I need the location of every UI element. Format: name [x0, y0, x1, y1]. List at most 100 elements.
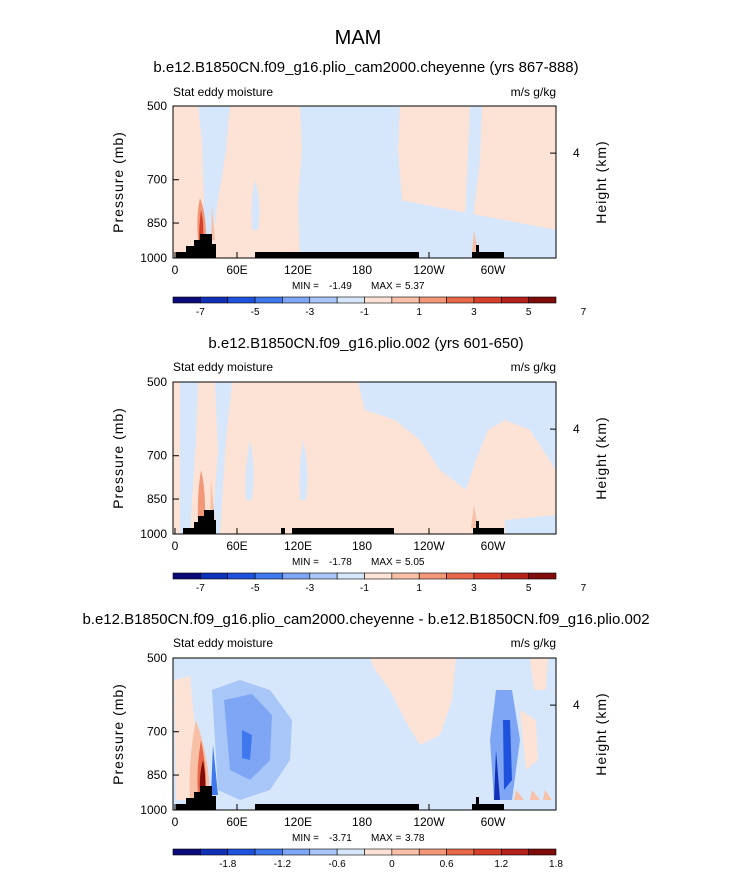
- panel-2-colorbar-swatch: [364, 572, 393, 580]
- panel-1-max-value: 5.37: [405, 281, 425, 292]
- panel-1-xtick-label: 120E: [284, 263, 312, 277]
- panel-3-colorbar-swatch: [200, 848, 229, 856]
- panel-1-colorbar-swatch: [336, 296, 365, 304]
- panel-1-colorbar-swatch: [446, 296, 475, 304]
- panel-1-y2label: Height (km): [593, 140, 609, 223]
- panel-1-colorbar-label: -5: [251, 307, 260, 318]
- panel-3-xtick-label: 120E: [284, 815, 312, 829]
- panel-2: b.e12.B1850CN.f09_g16.plio.002 (yrs 601-…: [172, 335, 557, 535]
- panel-3-xtick-label: 0: [172, 815, 179, 829]
- panel-2-right-label: m/s g/kg: [511, 360, 556, 374]
- panel-1-xtick-label: 0: [172, 263, 179, 277]
- panel-3-colorbar-swatch: [309, 848, 338, 856]
- panel-2-colorbar-swatch: [309, 572, 338, 580]
- panel-1-colorbar-label: 7: [581, 307, 587, 318]
- panel-1-colorbar-swatch: [282, 296, 311, 304]
- panel-3-colorbar-swatch: [364, 848, 393, 856]
- panel-1-colorbar-swatch: [309, 296, 338, 304]
- panel-2-left-label: Stat eddy moisture: [173, 360, 273, 374]
- panel-1-colorbar-swatch: [172, 296, 201, 304]
- panel-3-xtick-label: 60E: [226, 815, 247, 829]
- panel-3-ytick-label: 850: [147, 768, 167, 782]
- panel-1-colorbar-swatch: [227, 296, 256, 304]
- panel-1-max-label: MAX =: [371, 281, 401, 292]
- panel-3-min-label: MIN =: [292, 833, 319, 844]
- panel-1-left-label: Stat eddy moisture: [173, 85, 273, 99]
- panel-1-colorbar-swatch: [500, 296, 529, 304]
- panel-3-xtick-label: 180: [352, 815, 372, 829]
- panel-2-min-value: -1.78: [329, 557, 352, 568]
- panel-3-colorbar-swatch: [254, 848, 283, 856]
- panel-3-colorbar-label: -1.2: [274, 859, 292, 870]
- panel-3-xtick-label: 60W: [481, 815, 506, 829]
- panel-3-colorbar-label: 1.2: [494, 859, 508, 870]
- panel-1-y2tick-label: 4: [573, 146, 580, 160]
- panel-2-xtick-label: 180: [352, 539, 372, 553]
- panel-1-colorbar-label: 5: [526, 307, 532, 318]
- panel-2-colorbar-label: -1: [360, 583, 369, 594]
- panel-1-colorbar-label: -1: [360, 307, 369, 318]
- panel-2-colorbar-label: 5: [526, 583, 532, 594]
- panel-3-y2tick-label: 4: [573, 698, 580, 712]
- panel-2-ytick-label: 1000: [140, 527, 167, 541]
- panel-2-y2label: Height (km): [593, 416, 609, 499]
- panel-2-max-label: MAX =: [371, 557, 401, 568]
- panel-1-colorbar-label: -7: [196, 307, 205, 318]
- panel-1-xtick-label: 180: [352, 263, 372, 277]
- panel-2-ytick-label: 700: [147, 449, 167, 463]
- panel-1-ylabel: Pressure (mb): [110, 131, 126, 233]
- panel-2-max-value: 5.05: [405, 557, 425, 568]
- panel-2-colorbar-label: -7: [196, 583, 205, 594]
- panel-2-colorbar-swatch: [336, 572, 365, 580]
- panel-2-colorbar-label: -3: [305, 583, 314, 594]
- panel-3-colorbar-swatch: [418, 848, 447, 856]
- panel-3-colorbar-label: -0.6: [329, 859, 347, 870]
- panel-1-ytick-label: 850: [147, 216, 167, 230]
- panel-2-colorbar-swatch: [446, 572, 475, 580]
- panel-2-ylabel: Pressure (mb): [110, 407, 126, 509]
- panel-1-ytick-label: 1000: [140, 251, 167, 265]
- panel-1-colorbar-swatch: [364, 296, 393, 304]
- panel-1-min-label: MIN =: [292, 281, 319, 292]
- panel-3-colorbar-swatch: [528, 848, 557, 856]
- panel-1-xtick-label: 120W: [413, 263, 445, 277]
- panel-2-ytick-label: 500: [147, 375, 167, 389]
- panel-2-ytick-label: 850: [147, 492, 167, 506]
- panel-1-ytick-label: 500: [147, 99, 167, 113]
- panel-3-colorbar-swatch: [446, 848, 475, 856]
- panel-3-y2label: Height (km): [593, 692, 609, 775]
- page-title: MAM: [335, 27, 382, 49]
- panel-3-max-label: MAX =: [371, 833, 401, 844]
- panel-2-field: [173, 382, 556, 534]
- panel-3-colorbar-swatch: [473, 848, 502, 856]
- panel-3-colorbar-label: -1.8: [219, 859, 237, 870]
- panel-2-y2tick-label: 4: [573, 422, 580, 436]
- panel-2-xtick-label: 60E: [226, 539, 247, 553]
- panel-1-ytick-label: 700: [147, 173, 167, 187]
- panel-3-colorbar-label: 0.6: [440, 859, 454, 870]
- panel-1-field: [173, 106, 556, 258]
- panel-1-min-value: -1.49: [329, 281, 352, 292]
- panel-3-colorbar-swatch: [500, 848, 529, 856]
- panel-3-field: [173, 658, 556, 810]
- panel-2-colorbar-swatch: [282, 572, 311, 580]
- panel-3-ytick-label: 500: [147, 651, 167, 665]
- panel-3-min-value: -3.71: [329, 833, 352, 844]
- panel-2-title: b.e12.B1850CN.f09_g16.plio.002 (yrs 601-…: [208, 335, 523, 352]
- panel-3: b.e12.B1850CN.f09_g16.plio_cam2000.cheye…: [82, 611, 650, 811]
- panel-1-right-label: m/s g/kg: [511, 85, 556, 99]
- panel-3-left-label: Stat eddy moisture: [173, 636, 273, 650]
- panel-2-colorbar-swatch: [418, 572, 447, 580]
- panel-1-colorbar-swatch: [473, 296, 502, 304]
- panel-3-xtick-label: 120W: [413, 815, 445, 829]
- panel-1: b.e12.B1850CN.f09_g16.plio_cam2000.cheye…: [153, 59, 579, 259]
- panel-3-colorbar-swatch: [391, 848, 420, 856]
- panel-2-colorbar-label: 3: [471, 583, 477, 594]
- panel-2-colorbar-swatch: [528, 572, 557, 580]
- panel-2-colorbar-swatch: [473, 572, 502, 580]
- panel-1-colorbar-label: -3: [305, 307, 314, 318]
- panel-1-colorbar-swatch: [418, 296, 447, 304]
- panel-3-colorbar-swatch: [282, 848, 311, 856]
- panel-1-title: b.e12.B1850CN.f09_g16.plio_cam2000.cheye…: [153, 59, 578, 76]
